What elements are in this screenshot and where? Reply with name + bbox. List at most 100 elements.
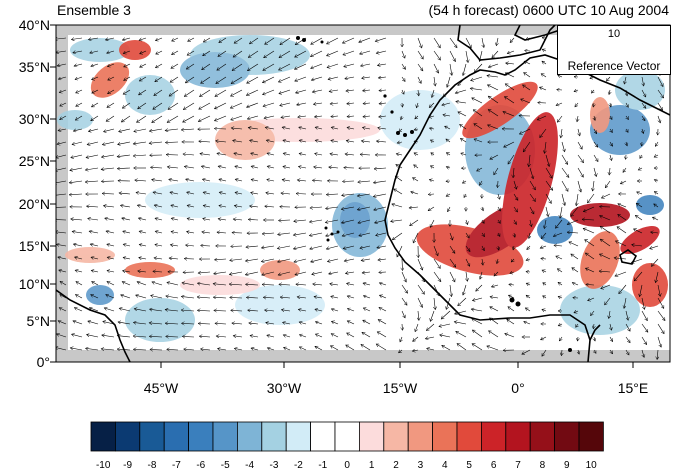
wind-vector [133,142,147,144]
wind-vector [450,63,452,75]
wind-vector [430,140,435,142]
wind-vector [458,76,467,86]
wind-vector [582,219,595,220]
wind-vector [488,96,499,104]
wind-vector [449,50,456,62]
wind-vector [362,332,371,338]
wind-vector [465,232,469,238]
wind-vector [217,63,227,70]
wind-vector [170,76,179,82]
wind-vector [200,154,211,155]
wind-vector [251,348,259,350]
wind-vector [155,37,163,41]
wind-vector [402,89,404,94]
wind-vector [658,115,660,123]
wind-vector [594,336,595,341]
wind-vector [379,103,387,104]
wind-vector [283,335,291,337]
wind-vector [417,258,423,270]
wind-vector [247,115,259,119]
wind-vector [105,38,115,40]
wind-vector [456,331,467,338]
wind-vector [315,140,323,142]
wind-vector [559,336,562,341]
wind-vector [247,102,259,107]
wind-vector [410,219,419,226]
wind-vector [395,176,403,182]
wind-vector [140,63,147,67]
wind-vector [156,50,163,54]
wind-vector [577,115,578,122]
wind-vector [92,282,99,286]
wind-vector [379,272,387,273]
wind-vector [107,257,115,259]
wind-vector [416,102,418,108]
wind-vector [251,179,259,181]
wind-vector [587,193,595,203]
wind-vector [418,89,419,96]
wind-vector [187,218,195,220]
wind-vector [539,87,547,91]
wind-vector [425,337,435,339]
wind-vector [154,258,163,259]
wind-vector [56,180,67,183]
wind-vector [446,139,451,143]
wind-vector [610,115,612,120]
wind-vector [400,336,402,342]
wind-vector [214,272,227,274]
wind-vector [465,37,471,48]
wind-vector [124,63,131,67]
colorbar-tick-label: 7 [515,460,521,471]
wind-vector [641,297,645,309]
wind-vector [470,88,483,90]
wind-vector [234,206,243,207]
wind-vector [575,102,579,107]
wind-vector [609,310,610,319]
wind-vector [358,181,371,182]
wind-vector [262,233,275,234]
wind-vector [527,245,531,250]
wind-vector [247,76,259,83]
wind-vector [571,206,579,217]
wind-vector [247,63,259,71]
wind-vector [281,193,291,194]
wind-vector [490,307,499,312]
wind-vector [331,296,339,298]
wind-vector [379,283,387,285]
wind-vector [583,228,595,234]
wind-vector [541,336,547,340]
wind-vector [610,128,613,133]
wind-vector [415,323,419,332]
wind-vector [362,77,371,78]
wind-vector [328,76,339,79]
wind-vector [154,89,163,96]
wind-vector [138,102,147,109]
wind-vector [360,245,371,248]
wind-vector [263,89,275,95]
wind-vector [449,245,455,253]
wind-vector [325,219,339,223]
wind-vector [558,296,563,298]
wind-vector [545,206,548,217]
wind-vector [314,167,323,168]
wind-vector [654,192,659,195]
wind-vector [529,180,536,190]
wind-vector [361,141,371,142]
colorbar-swatch [554,421,580,452]
wind-vector [378,128,387,129]
wind-vector [229,284,243,285]
colorbar [90,421,604,452]
wind-vector [235,192,243,194]
wind-vector [457,344,467,351]
colorbar-tick-label: 5 [466,460,472,471]
wind-vector [391,220,403,221]
wind-vector [137,282,147,286]
wind-vector [642,128,644,134]
wind-vector [442,103,451,105]
wind-vector [199,102,211,109]
wind-vector [346,141,355,142]
wind-vector [479,180,482,185]
wind-vector [374,168,387,169]
wind-vector [359,232,371,236]
